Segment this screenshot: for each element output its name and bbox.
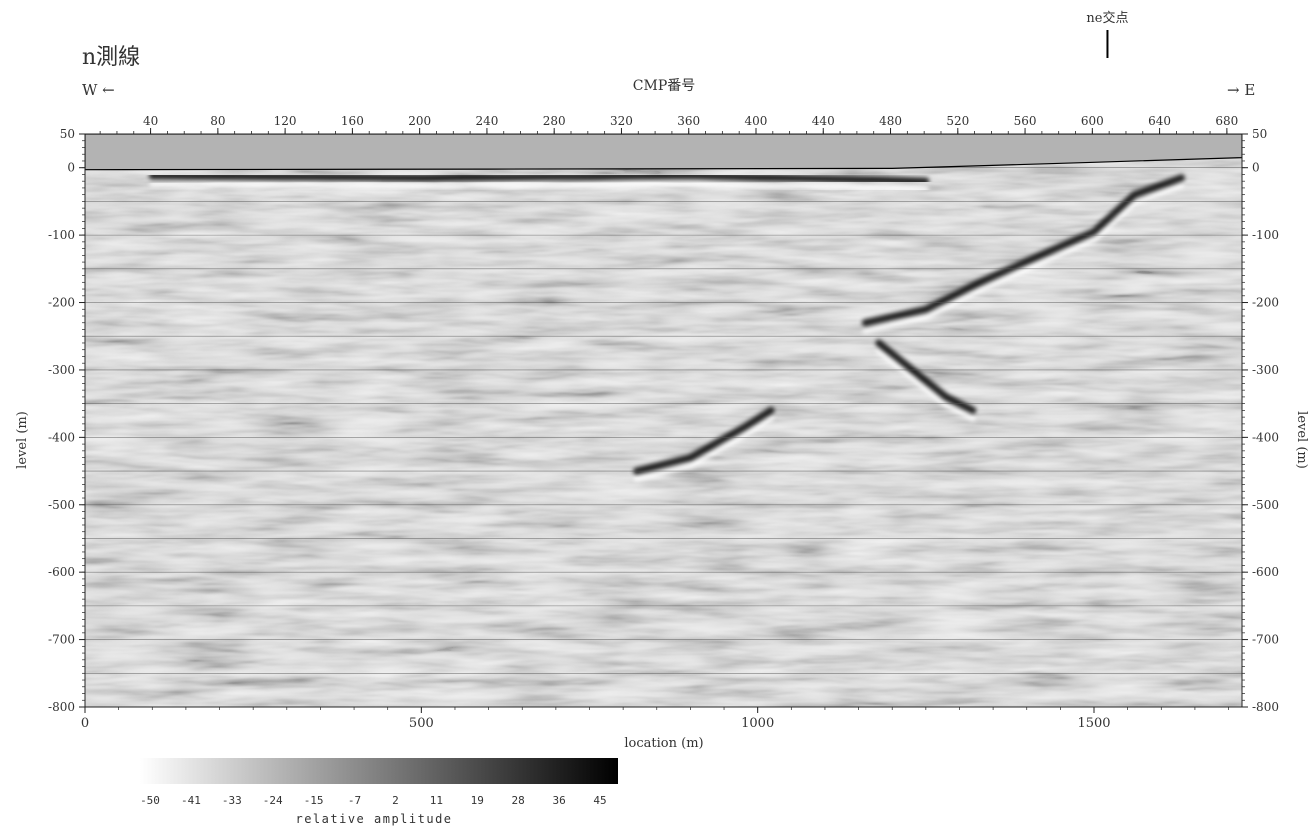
level-tick-label: -800	[48, 700, 75, 714]
colorbar-tick-label: 2	[392, 794, 399, 807]
cmp-tick-label: 560	[1014, 114, 1037, 128]
level-tick-label: 0	[1252, 161, 1260, 175]
colorbar-tick-label: -24	[263, 794, 283, 807]
cmp-tick-label: 480	[879, 114, 902, 128]
level-tick-label: -600	[48, 565, 75, 579]
level-tick-label: -800	[1252, 700, 1279, 714]
reflector-shallow	[148, 172, 930, 185]
top-axis-title: CMP番号	[633, 78, 695, 94]
intersection-label: ne交点	[1086, 10, 1128, 26]
level-tick-label: 0	[67, 161, 75, 175]
above-surface-fill	[85, 134, 1242, 171]
cmp-tick-label: 520	[946, 114, 969, 128]
location-tick-label: 0	[81, 716, 89, 731]
east-direction-label: → E	[1227, 81, 1255, 99]
cmp-tick-label: 600	[1081, 114, 1104, 128]
level-tick-label: -500	[48, 498, 75, 512]
cmp-tick-label: 280	[543, 114, 566, 128]
location-tick-label: 500	[409, 716, 434, 731]
cmp-tick-label: 120	[274, 114, 297, 128]
colorbar-tick-label: -50	[140, 794, 160, 807]
colorbar-ticks: -50 -41 -33 -24 -15 -7 2 11 19 28 36 45	[140, 794, 607, 807]
level-tick-label: -400	[1252, 430, 1279, 444]
cmp-tick-label: 360	[677, 114, 700, 128]
seismic-texture	[85, 134, 1242, 707]
level-tick-label: -100	[1252, 228, 1279, 242]
y-axis-label-left: level (m)	[15, 411, 30, 469]
cmp-tick-label: 80	[210, 114, 225, 128]
level-tick-label: 50	[60, 127, 75, 141]
colorbar-tick-label: -33	[222, 794, 242, 807]
reflector-east-rise	[861, 174, 1185, 327]
reflector-east-rise-trough	[862, 182, 1185, 334]
level-tick-label: -500	[1252, 498, 1279, 512]
cmp-tick-label: 200	[408, 114, 431, 128]
level-tick-label: -300	[1252, 363, 1279, 377]
plot-area	[85, 134, 1242, 707]
colorbar-tick-label: -15	[304, 794, 324, 807]
reflector-deep-bowl	[633, 406, 775, 475]
cmp-tick-label: 320	[610, 114, 633, 128]
level-tick-label: -700	[1252, 633, 1279, 647]
reflector-shallow-trough	[149, 180, 929, 193]
cmp-tick-label: 680	[1215, 114, 1238, 128]
reflector-layer	[148, 172, 1185, 483]
cmp-tick-label: 440	[812, 114, 835, 128]
cmp-tick-label: 400	[745, 114, 768, 128]
reflector-east-dip-trough	[875, 348, 976, 422]
colorbar-tick-label: 19	[471, 794, 484, 807]
level-tick-label: -200	[1252, 296, 1279, 310]
level-tick-label: -100	[48, 228, 75, 242]
seismic-wash	[85, 134, 1242, 707]
level-tick-label: -600	[1252, 565, 1279, 579]
level-tick-label: -700	[48, 633, 75, 647]
cmp-tick-label: 160	[341, 114, 364, 128]
west-direction-label: W ←	[82, 81, 115, 99]
colorbar-tick-label: 36	[552, 794, 565, 807]
x-axis-label: location (m)	[624, 736, 703, 751]
colorbar-tick-label: 45	[593, 794, 606, 807]
colorbar-tick-label: -7	[348, 794, 361, 807]
level-tick-label: -300	[48, 363, 75, 377]
colorbar-tick-label: 11	[430, 794, 443, 807]
location-tick-label: 1000	[741, 716, 774, 731]
level-tick-label: -400	[48, 430, 75, 444]
level-tick-label: 50	[1252, 127, 1267, 141]
location-tick-label: 1500	[1077, 716, 1110, 731]
cmp-tick-label: 640	[1148, 114, 1171, 128]
cmp-tick-label: 40	[143, 114, 158, 128]
cmp-axis: 40 80 120 160 200 240 280 320 360 400 440 480 520 560…	[99, 114, 1238, 134]
colorbar	[140, 758, 618, 784]
location-axis: 0 500 1000 1500	[81, 707, 1229, 731]
colorbar-label: relative amplitude	[295, 812, 452, 826]
cmp-tick-label: 240	[475, 114, 498, 128]
level-tick-label: -200	[48, 296, 75, 310]
reflector-deep-bowl-trough	[633, 415, 775, 483]
colorbar-tick-label: -41	[181, 794, 201, 807]
chart-title: n測線	[82, 45, 140, 70]
y-axis-label-right: level (m)	[1294, 411, 1309, 469]
plot-frame	[84, 133, 1243, 708]
colorbar-tick-label: 28	[512, 794, 525, 807]
left-level-axis: 50 0 -100 -200 -300 -400 -500 -600 -700 -800	[48, 127, 85, 714]
right-level-axis: 50 0 -100 -200 -300 -400 -500 -600 -700 -800	[1242, 127, 1279, 714]
